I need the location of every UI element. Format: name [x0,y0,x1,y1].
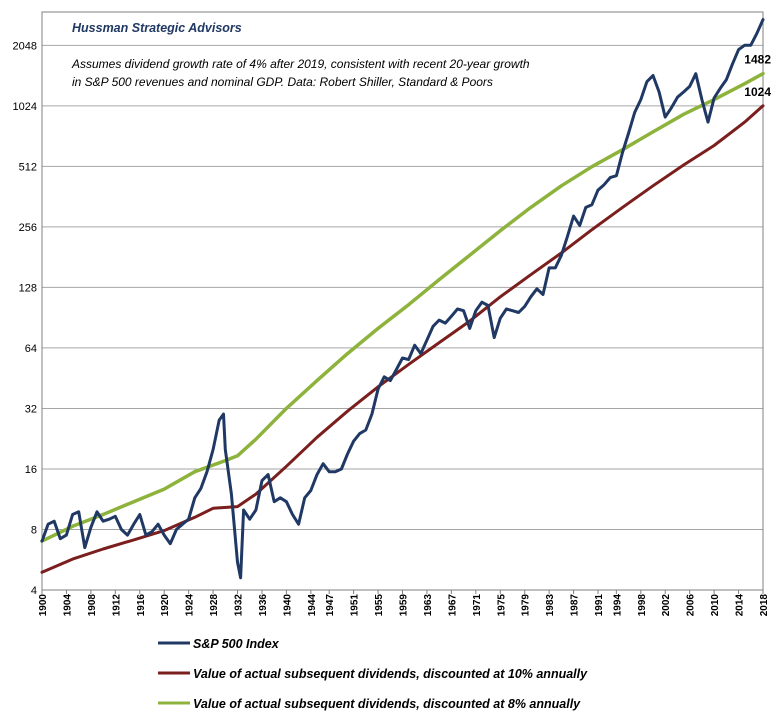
y-tick-label: 16 [25,464,37,476]
chart-title: Hussman Strategic Advisors [72,21,242,35]
x-axis-tick-labels: 1900 1904 1908 1912 1916 1920 1924 1928 1932 1936… [38,590,770,616]
grid-lines [42,44,763,530]
x-tick-label: 1936 [258,594,269,617]
y-tick-label: 2048 [13,40,37,52]
x-tick-label: 1971 [472,594,483,617]
x-tick-label: 1987 [570,594,581,617]
x-tick-label: 1983 [545,594,556,617]
y-tick-label: 8 [31,524,37,536]
series-line-3 [40,71,765,543]
y-tick-label: 256 [19,222,37,234]
legend-label-3: Value of actual subsequent dividends, di… [193,697,581,711]
x-tick-label: 2014 [735,594,746,617]
x-tick-label: 1940 [282,594,293,617]
y-tick-label: 64 [25,343,37,355]
x-tick-label: 2002 [661,594,672,617]
x-tick-label: 2010 [710,594,721,617]
series-line-1 [40,18,765,580]
y-axis-tick-labels: 4 8 16 32 64 128 256 512 1024 2048 [13,40,37,597]
end-label-1482: 1482 [744,53,771,67]
legend: S&P 500 Index Value of actual subsequent … [158,637,588,711]
x-tick-label: 1979 [521,594,532,617]
end-value-labels: 1482 1024 [744,53,771,99]
x-tick-label: 2018 [759,594,770,617]
x-tick-label: 1944 [307,594,318,617]
legend-label-2: Value of actual subsequent dividends, di… [193,667,588,681]
x-tick-label: 1908 [87,594,98,617]
end-label-1024: 1024 [744,85,771,99]
x-tick-label: 1920 [160,594,171,617]
y-tick-label: 128 [19,282,37,294]
x-tick-label: 1912 [111,594,122,617]
x-tick-label: 1959 [399,594,410,617]
x-tick-label: 1967 [447,594,458,617]
x-tick-label: 1955 [374,594,385,617]
x-tick-label: 1963 [423,594,434,617]
x-tick-label: 1947 [325,594,336,617]
x-tick-label: 1932 [234,594,245,617]
x-tick-label: 1916 [136,594,147,617]
x-tick-label: 1998 [637,594,648,617]
x-tick-label: 1928 [209,594,220,617]
y-tick-label: 32 [25,403,37,415]
plot-area-border [41,11,764,591]
x-tick-label: 1900 [38,594,49,617]
series-lines [40,18,765,580]
x-tick-label: 1975 [496,594,507,617]
y-tick-label: 4 [31,585,37,597]
chart-note-line-1: Assumes dividend growth rate of 4% after… [71,57,530,71]
x-tick-label: 1994 [612,594,623,617]
chart-note-line-2: in S&P 500 revenues and nominal GDP. Dat… [72,75,493,89]
x-tick-label: 1951 [350,594,361,617]
x-tick-label: 1904 [62,594,73,617]
legend-label-1: S&P 500 Index [193,637,280,651]
x-tick-label: 1991 [594,594,605,617]
series-line-2 [40,104,765,574]
y-tick-label: 512 [19,161,37,173]
x-tick-label: 2006 [686,594,697,617]
y-tick-label: 1024 [13,101,37,113]
x-tick-label: 1924 [185,594,196,617]
